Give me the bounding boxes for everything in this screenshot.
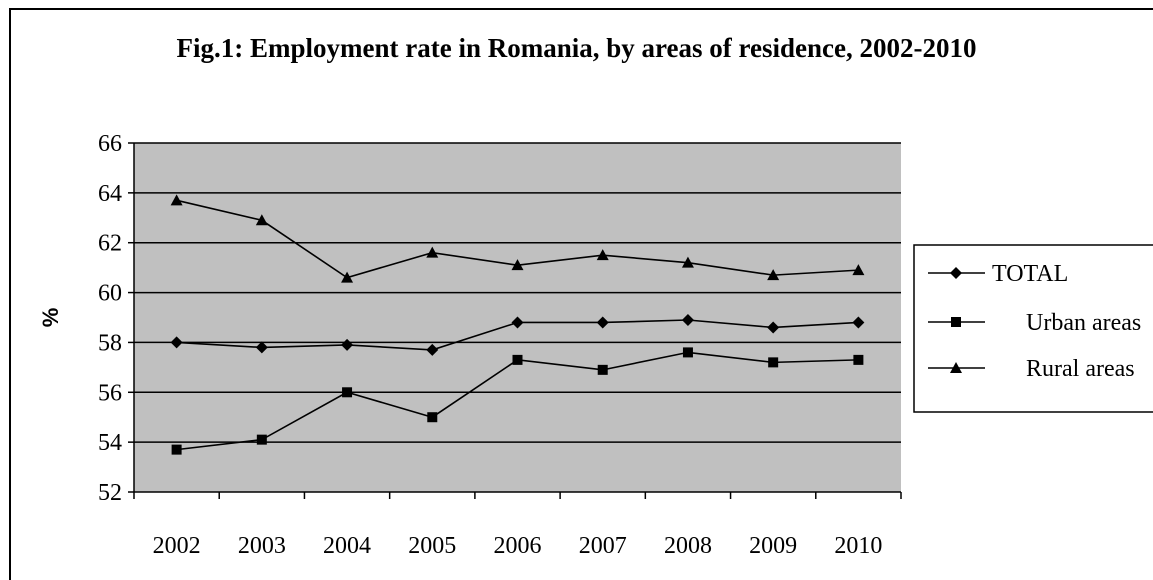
chart-frame [9,8,1153,580]
x-tick-label: 2007 [579,533,627,559]
data-point [597,364,608,375]
data-point [596,316,609,329]
data-point [681,313,694,326]
data-point [853,354,864,365]
data-point [512,354,523,365]
y-tick-label: 64 [98,181,122,207]
data-point [256,434,267,445]
legend-marker [950,362,962,373]
data-point [170,194,183,206]
data-point [682,347,693,358]
x-tick-label: 2009 [749,533,797,559]
x-tick-label: 2003 [238,533,286,559]
data-point [255,341,268,354]
y-tick-label: 52 [98,480,122,506]
legend-label: TOTAL [992,261,1068,287]
data-point [170,336,183,349]
data-point [341,338,354,351]
data-point [511,316,524,329]
legend-marker [951,317,961,327]
x-tick-label: 2006 [494,533,542,559]
y-tick-label: 62 [98,231,122,257]
data-point [852,316,865,329]
legend-marker [950,267,962,279]
data-point [767,321,780,334]
x-tick-label: 2008 [664,533,712,559]
y-tick-label: 56 [98,380,122,406]
data-point [341,271,354,283]
y-tick-label: 66 [98,131,122,157]
x-tick-label: 2004 [323,533,371,559]
data-point [511,259,524,271]
y-tick-label: 58 [98,330,122,356]
data-point [171,444,182,455]
x-tick-label: 2005 [408,533,456,559]
data-point [596,249,609,261]
data-point [768,357,779,368]
data-point [681,256,694,268]
chart-title: Fig.1: Employment rate in Romania, by ar… [176,33,977,63]
y-axis-label: % [38,308,63,328]
data-point [342,387,353,398]
data-point [852,264,865,276]
x-tick-label: 2010 [834,533,882,559]
data-point [426,343,439,356]
data-point [255,214,268,226]
x-tick-label: 2002 [153,533,201,559]
legend-label: Urban areas [1026,310,1141,336]
legend-label: Rural areas [1026,356,1135,382]
data-point [767,269,780,281]
data-point [426,246,439,258]
y-tick-label: 54 [98,430,122,456]
data-point [427,412,438,423]
y-tick-label: 60 [98,281,122,307]
